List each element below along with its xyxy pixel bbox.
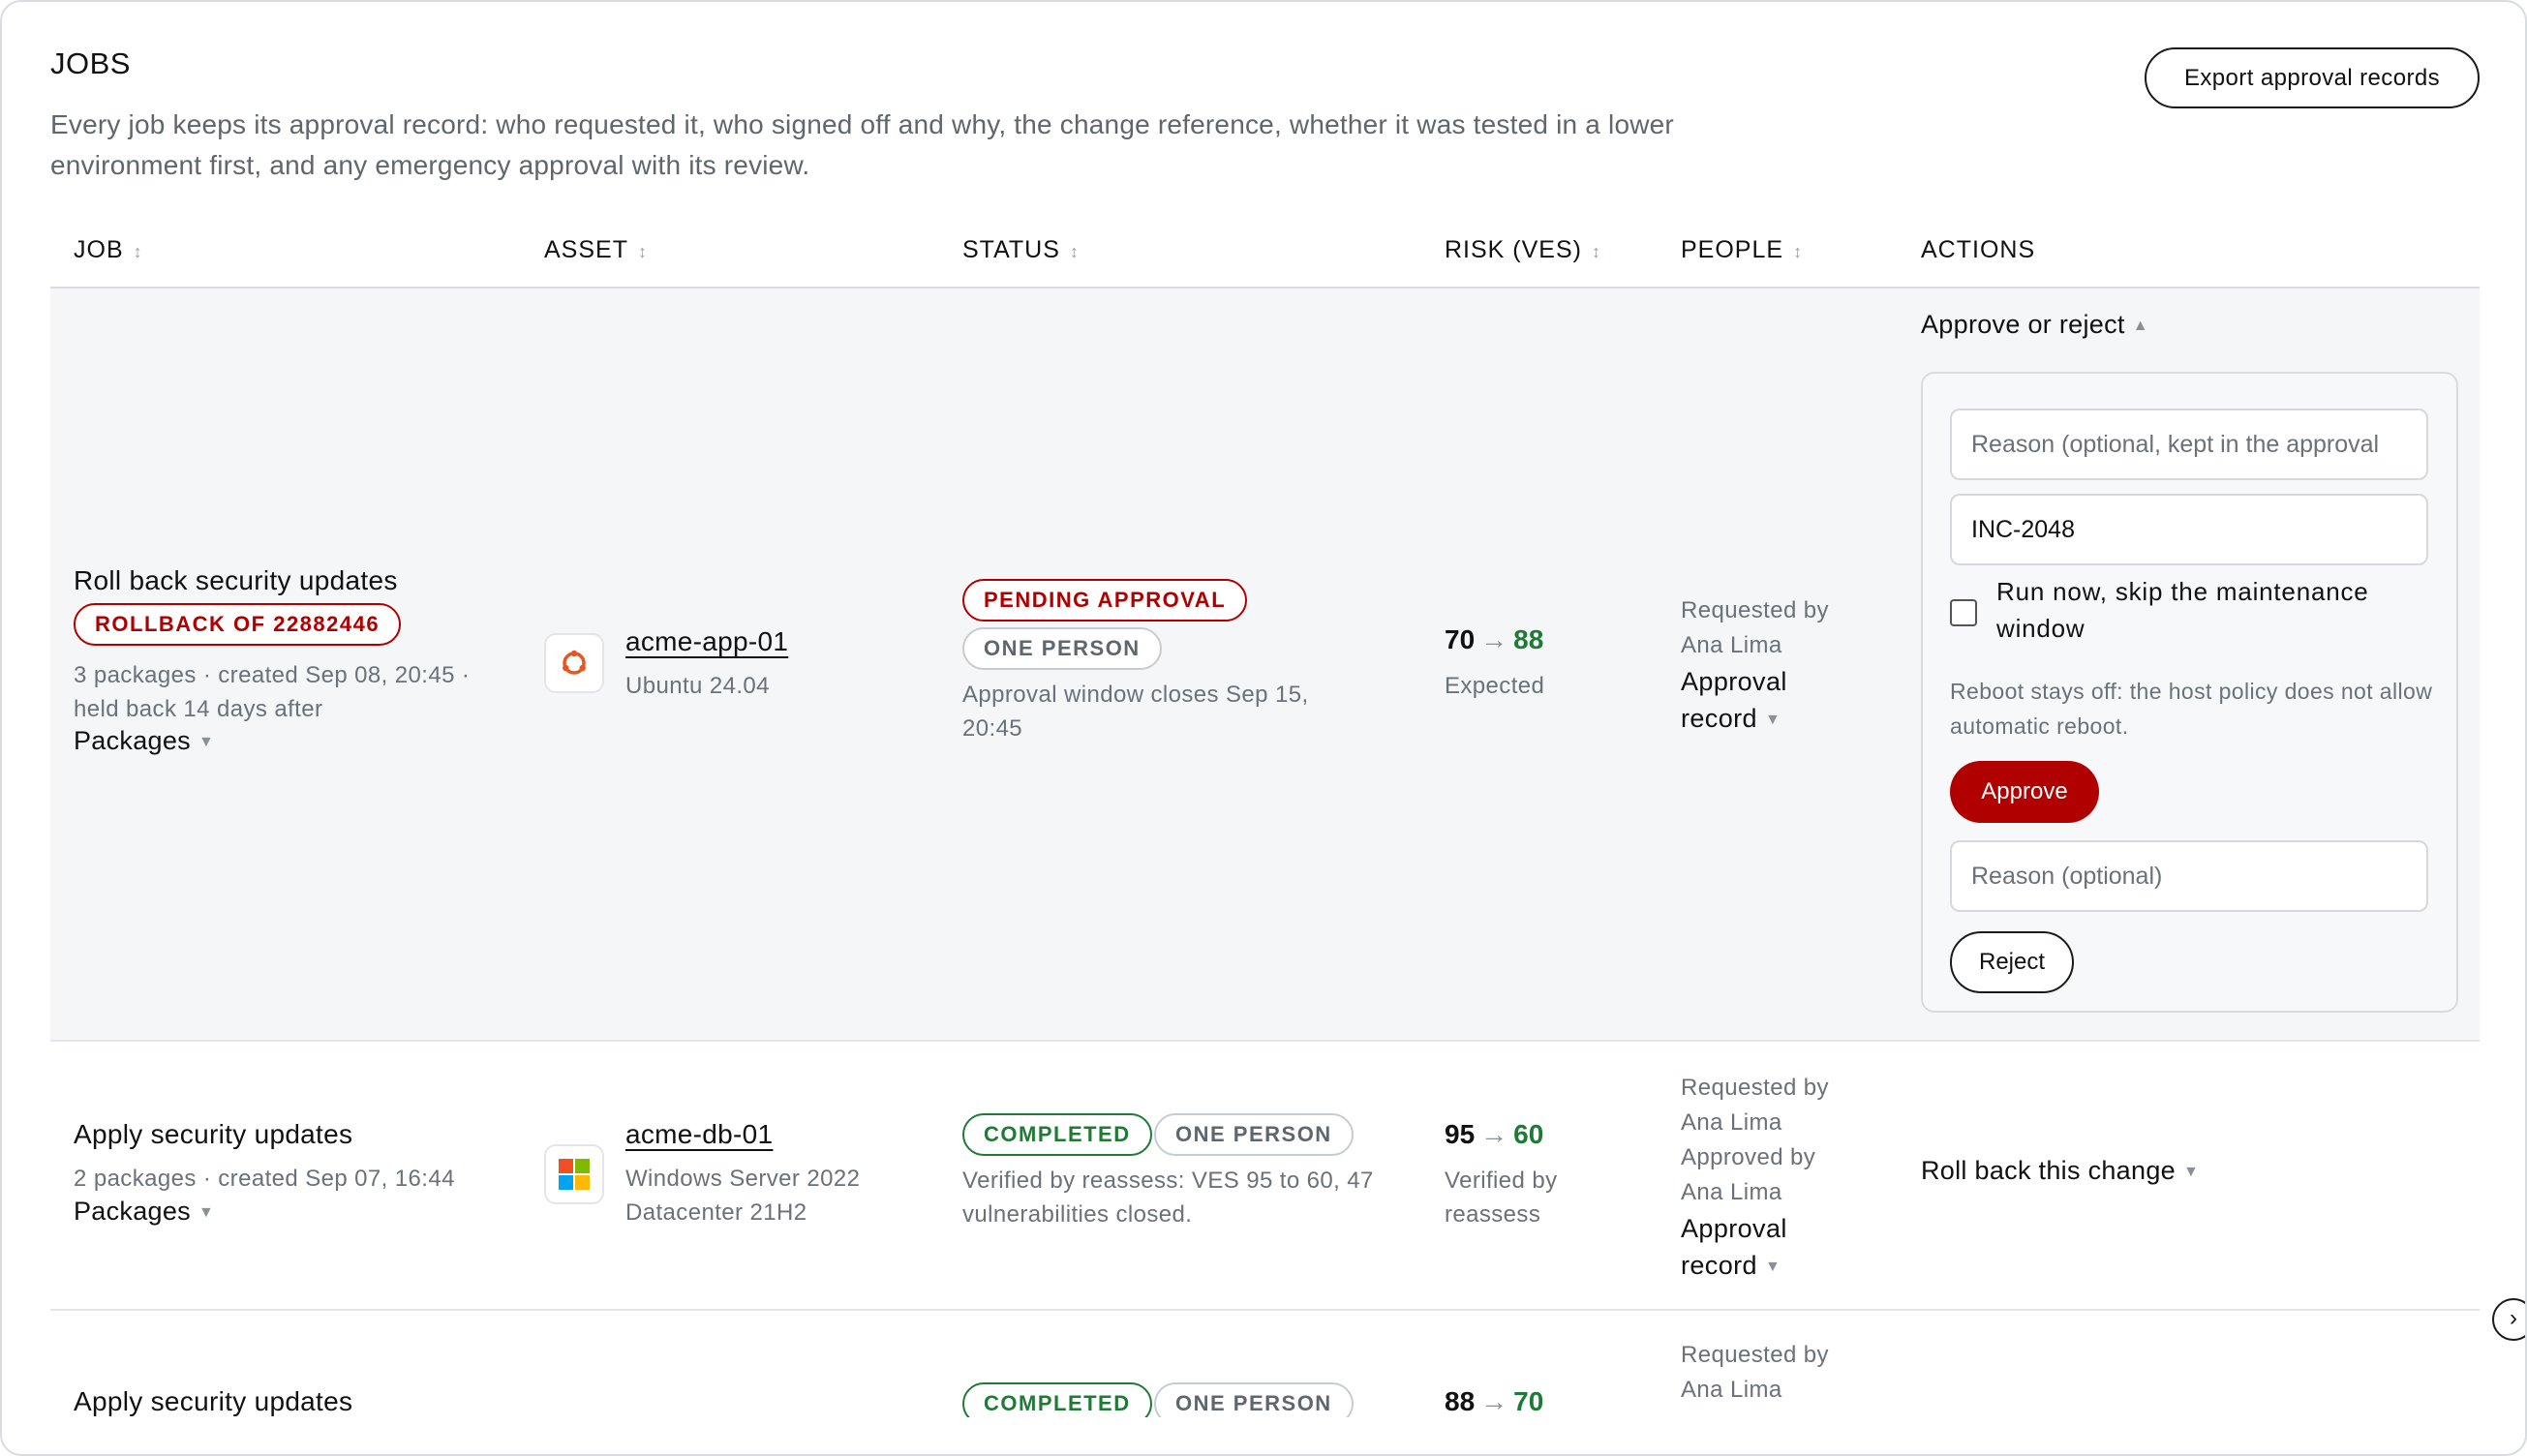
column-header-asset[interactable]: ASSET ↕ bbox=[544, 236, 648, 263]
caret-down-icon: ▼ bbox=[1764, 711, 1781, 728]
approve-or-reject-toggle[interactable]: Approve or reject ▲ bbox=[1921, 310, 2148, 339]
risk-score: 70 → 88 bbox=[1445, 624, 1544, 654]
approve-button[interactable]: Approve bbox=[1950, 761, 2099, 823]
approver-count-badge: ONE PERSON bbox=[962, 627, 1162, 670]
asset-os: Ubuntu 24.04 bbox=[625, 673, 770, 699]
approval-record-toggle[interactable]: Approval record ▼ bbox=[1681, 667, 1787, 733]
rollback-change-toggle[interactable]: Roll back this change ▼ bbox=[1921, 1156, 2200, 1185]
caret-down-icon: ▼ bbox=[2182, 1163, 2200, 1180]
chevron-right-icon: › bbox=[2510, 1305, 2517, 1331]
reject-button[interactable]: Reject bbox=[1950, 931, 2074, 993]
job-title: Apply security updates bbox=[74, 1119, 353, 1149]
status-badge: COMPLETED bbox=[962, 1382, 1152, 1417]
caret-down-icon: ▼ bbox=[198, 1203, 215, 1221]
risk-note: Expected bbox=[1445, 673, 1545, 699]
caret-down-icon: ▼ bbox=[198, 733, 215, 750]
sort-icon: ↕ bbox=[1069, 242, 1080, 261]
job-meta: 2 packages · created Sep 07, 16:44 bbox=[74, 1166, 455, 1192]
reject-reason-input[interactable] bbox=[1950, 840, 2428, 912]
status-badge: PENDING APPROVAL bbox=[962, 579, 1248, 622]
job-title: Roll back security updates bbox=[74, 565, 398, 595]
column-header-status[interactable]: STATUS ↕ bbox=[962, 236, 1080, 263]
column-header-actions: ACTIONS bbox=[1921, 236, 2036, 263]
rollback-badge: ROLLBACK OF 22882446 bbox=[74, 603, 402, 646]
windows-icon bbox=[544, 1144, 604, 1204]
packages-toggle[interactable]: Packages ▼ bbox=[74, 726, 215, 755]
status-badge: COMPLETED bbox=[962, 1113, 1152, 1156]
status-note: Approval window closes Sep 15, 20:45 bbox=[962, 682, 1309, 742]
arrow-right-icon: → bbox=[1480, 1119, 1508, 1149]
approval-record-toggle[interactable]: Approval record ▼ bbox=[1681, 1214, 1787, 1280]
sort-icon: ↕ bbox=[637, 242, 648, 261]
arrow-right-icon: → bbox=[1480, 1386, 1508, 1416]
sort-icon: ↕ bbox=[1591, 242, 1601, 261]
status-note: Verified by reassess: VES 95 to 60, 47 v… bbox=[962, 1168, 1374, 1228]
approval-panel: Run now, skip the maintenance window Reb… bbox=[1921, 372, 2458, 1013]
sort-icon: ↕ bbox=[1793, 242, 1804, 261]
asset-link[interactable]: acme-app-01 bbox=[625, 626, 789, 656]
risk-score: 95 → 60 bbox=[1445, 1119, 1544, 1149]
change-reference-input[interactable] bbox=[1950, 494, 2428, 565]
risk-score: 88 → 70 bbox=[1445, 1386, 1544, 1416]
approver-count-badge: ONE PERSON bbox=[1154, 1382, 1354, 1417]
people-list: Requested by Ana Lima Approved by Ana Li… bbox=[1681, 1071, 1874, 1286]
caret-up-icon: ▲ bbox=[2132, 317, 2148, 334]
sort-icon: ↕ bbox=[133, 242, 143, 261]
page-title: JOBS bbox=[50, 46, 131, 80]
export-approval-records-button[interactable]: Export approval records bbox=[2145, 47, 2480, 108]
reboot-note: Reboot stays off: the host policy does n… bbox=[1950, 679, 2433, 739]
skip-maintenance-label: Run now, skip the maintenance window bbox=[1996, 577, 2369, 643]
job-meta: 3 packages · created Sep 08, 20:45 · hel… bbox=[74, 662, 471, 722]
table-row: Roll back security updates ROLLBACK OF 2… bbox=[50, 288, 2480, 1042]
column-header-job[interactable]: JOB ↕ bbox=[74, 236, 143, 263]
risk-note: Verified by reassess bbox=[1445, 1168, 1558, 1228]
arrow-right-icon: → bbox=[1480, 624, 1508, 654]
caret-down-icon: ▼ bbox=[1764, 1258, 1781, 1275]
column-header-risk[interactable]: RISK (VES) ↕ bbox=[1445, 236, 1601, 263]
ubuntu-icon bbox=[544, 633, 604, 693]
scroll-right-button[interactable]: › bbox=[2492, 1298, 2525, 1341]
page-intro: Every job keeps its approval record: who… bbox=[50, 109, 1674, 180]
approve-reason-input[interactable] bbox=[1950, 409, 2428, 480]
column-header-people[interactable]: PEOPLE ↕ bbox=[1681, 236, 1804, 263]
packages-toggle[interactable]: Packages ▼ bbox=[74, 1197, 215, 1226]
people-list: Requested by Ana Lima bbox=[1681, 1342, 1829, 1403]
approver-count-badge: ONE PERSON bbox=[1154, 1113, 1354, 1156]
people-list: Requested by Ana Lima Approval record ▼ bbox=[1681, 593, 1874, 739]
asset-link[interactable]: acme-db-01 bbox=[625, 1119, 774, 1149]
table-header: JOB ↕ ASSET ↕ STATUS ↕ RISK (VES) ↕ PEOPLE ↕ … bbox=[50, 221, 2480, 288]
table-row: Apply security updates 2 packages · crea… bbox=[50, 1042, 2480, 1311]
table-row: Apply security updates COMPLETED ONE PER… bbox=[50, 1311, 2480, 1417]
asset-os: Windows Server 2022 Datacenter 21H2 bbox=[625, 1166, 861, 1226]
job-title: Apply security updates bbox=[74, 1386, 353, 1416]
skip-maintenance-checkbox[interactable] bbox=[1950, 599, 1977, 626]
